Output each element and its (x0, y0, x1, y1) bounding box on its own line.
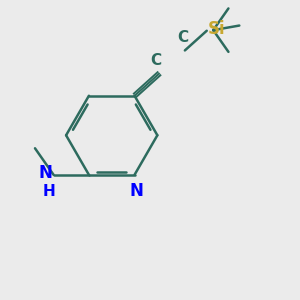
Text: H: H (43, 184, 56, 199)
Text: C: C (151, 53, 162, 68)
Text: C: C (177, 30, 188, 45)
Text: N: N (38, 164, 52, 182)
Text: Si: Si (208, 20, 226, 38)
Text: N: N (129, 182, 143, 200)
